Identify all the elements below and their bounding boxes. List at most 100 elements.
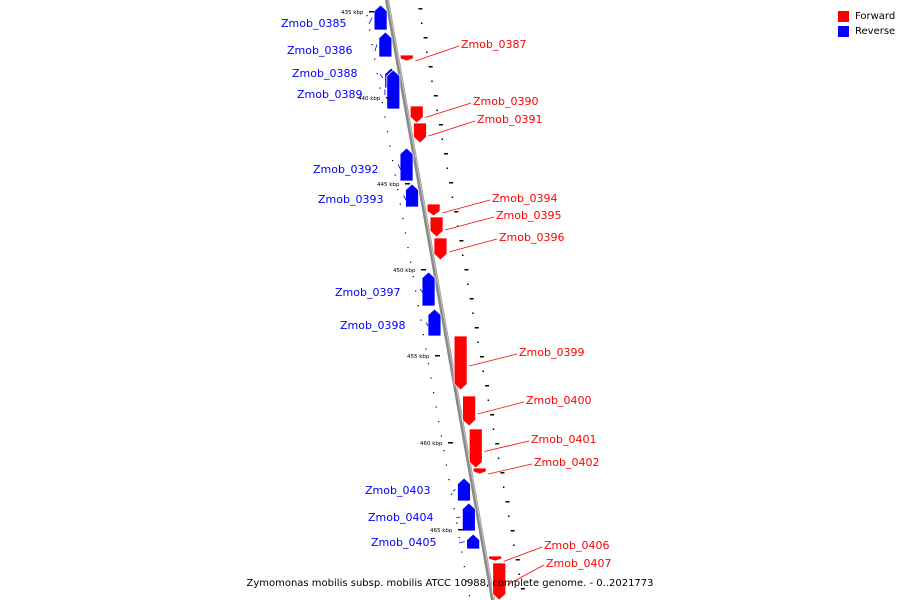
- tick-mark: [425, 348, 427, 350]
- tick-mark: [428, 66, 433, 68]
- tick-mark: [386, 131, 389, 133]
- gene-label[interactable]: Zmob_0406: [544, 539, 609, 552]
- genome-caption: Zymomonas mobilis subsp. mobilis ATCC 10…: [246, 578, 654, 589]
- gene-label[interactable]: Zmob_0394: [492, 192, 557, 205]
- label-leader: [507, 564, 545, 585]
- gene-arrow-zmob-0391[interactable]: [413, 122, 427, 144]
- tick-mark: [453, 508, 455, 510]
- gene-label[interactable]: Zmob_0397: [335, 286, 400, 299]
- gene-label[interactable]: Zmob_0396: [499, 231, 564, 244]
- tick-mark: [389, 145, 391, 147]
- tick-mark: [409, 261, 412, 263]
- tick-mark: [412, 276, 414, 278]
- tick-mark: [384, 116, 386, 118]
- tick-mark: [394, 174, 396, 176]
- tick-mark: [466, 580, 468, 582]
- gene-label[interactable]: Zmob_0402: [534, 456, 599, 469]
- gene-label[interactable]: Zmob_0405: [371, 536, 436, 549]
- gene-label[interactable]: Zmob_0390: [473, 95, 538, 108]
- gene-arrow-zmob-0393[interactable]: [405, 183, 419, 208]
- tick-mark: [469, 298, 474, 300]
- gene-label[interactable]: Zmob_0393: [318, 193, 383, 206]
- gene-arrow-zmob-0405[interactable]: [466, 533, 481, 550]
- scale-labels: 435 kbp 440 kbp 445 kbp 450 kbp 455 kbp 460 k…: [341, 10, 463, 534]
- gene-arrow-zmob-0403[interactable]: [457, 477, 471, 502]
- tick-mark: [407, 247, 409, 249]
- tick-mark: [446, 167, 449, 169]
- gene-label[interactable]: Zmob_0400: [526, 394, 591, 407]
- tick-mark: [454, 211, 459, 213]
- label-leader: [448, 238, 498, 253]
- gene-arrow-zmob-0394[interactable]: [426, 203, 441, 217]
- gene-arrow-zmob-0389[interactable]: [386, 69, 401, 110]
- scale-tick: [369, 11, 374, 13]
- gene-label[interactable]: Zmob_0407: [546, 557, 611, 570]
- gene-arrow-zmob-0397[interactable]: [421, 271, 436, 307]
- gene-arrow-zmob-0406[interactable]: [488, 555, 503, 562]
- gene-label[interactable]: Zmob_0395: [496, 209, 561, 222]
- legend: Forward Reverse: [838, 9, 895, 39]
- gene-arrow-zmob-0398[interactable]: [427, 308, 442, 337]
- scale-label: 460 kbp: [420, 441, 443, 447]
- scale-label: 445 kbp: [377, 182, 400, 188]
- gene-label[interactable]: Zmob_0387: [461, 38, 526, 51]
- label-leader: [415, 45, 460, 62]
- tick-mark: [477, 341, 479, 343]
- scale-label: 455 kbp: [407, 354, 430, 360]
- label-leader: [403, 195, 407, 201]
- tick-mark: [371, 44, 373, 46]
- gene-label[interactable]: Zmob_0391: [477, 113, 542, 126]
- tick-mark: [417, 305, 419, 307]
- gene-labels: Zmob_0385 Zmob_0386 Zmob_0387 Zmob_0388 Zmob…: [281, 17, 611, 585]
- label-leader: [452, 489, 456, 492]
- label-leader: [379, 73, 384, 79]
- tick-mark: [420, 22, 423, 24]
- tick-mark: [435, 406, 437, 408]
- gene-label[interactable]: Zmob_0392: [313, 163, 378, 176]
- gene-arrow-zmob-0396[interactable]: [433, 237, 448, 261]
- gene-arrow-zmob-0401[interactable]: [468, 428, 483, 469]
- tick-mark: [495, 443, 500, 445]
- gene-arrow-zmob-0395[interactable]: [429, 216, 444, 238]
- tick-mark: [438, 124, 443, 126]
- tick-mark: [423, 37, 428, 39]
- gene-arrow-zmob-0399[interactable]: [453, 335, 468, 391]
- tick-mark: [461, 254, 464, 256]
- gene-label[interactable]: Zmob_0389: [297, 88, 362, 101]
- gene-label[interactable]: Zmob_0399: [519, 346, 584, 359]
- gene-arrow-zmob-0390[interactable]: [409, 105, 424, 124]
- gene-arrow-zmob-0386[interactable]: [378, 31, 393, 58]
- gene-label[interactable]: Zmob_0401: [531, 433, 596, 446]
- gene-arrow-zmob-0400[interactable]: [462, 395, 477, 427]
- tick-mark: [472, 312, 474, 314]
- tick-mark: [426, 51, 428, 53]
- tick-mark: [397, 189, 399, 191]
- gene-label[interactable]: Zmob_0385: [281, 17, 346, 30]
- gene-arrow-zmob-0404[interactable]: [461, 502, 476, 532]
- genome-backbone: [385, 0, 495, 600]
- tick-mark: [463, 566, 465, 568]
- tick-mark: [420, 319, 422, 321]
- gene-label[interactable]: Zmob_0388: [292, 67, 357, 80]
- legend-forward: Forward: [838, 9, 895, 24]
- gene-label[interactable]: Zmob_0386: [287, 44, 352, 57]
- gene-label[interactable]: Zmob_0398: [340, 319, 405, 332]
- gene-arrow-zmob-0392[interactable]: [399, 147, 414, 182]
- gene-arrow-zmob-0387[interactable]: [399, 54, 414, 62]
- tick-marks: [366, 8, 525, 597]
- tick-mark: [490, 414, 495, 416]
- legend-reverse-label: Reverse: [855, 26, 896, 37]
- gene-features: [373, 4, 507, 600]
- tick-mark: [445, 464, 448, 466]
- label-leader: [503, 546, 543, 562]
- tick-mark: [510, 530, 515, 532]
- label-leader: [425, 322, 429, 327]
- gene-arrow-zmob-0407[interactable]: [492, 562, 507, 600]
- tick-mark: [404, 232, 407, 234]
- gene-label[interactable]: Zmob_0403: [365, 484, 430, 497]
- gene-arrow-zmob-0402[interactable]: [472, 467, 487, 475]
- scale-label: 435 kbp: [341, 10, 364, 16]
- tick-mark: [440, 435, 442, 437]
- gene-arrow-zmob-0385[interactable]: [373, 4, 388, 31]
- gene-label[interactable]: Zmob_0404: [368, 511, 433, 524]
